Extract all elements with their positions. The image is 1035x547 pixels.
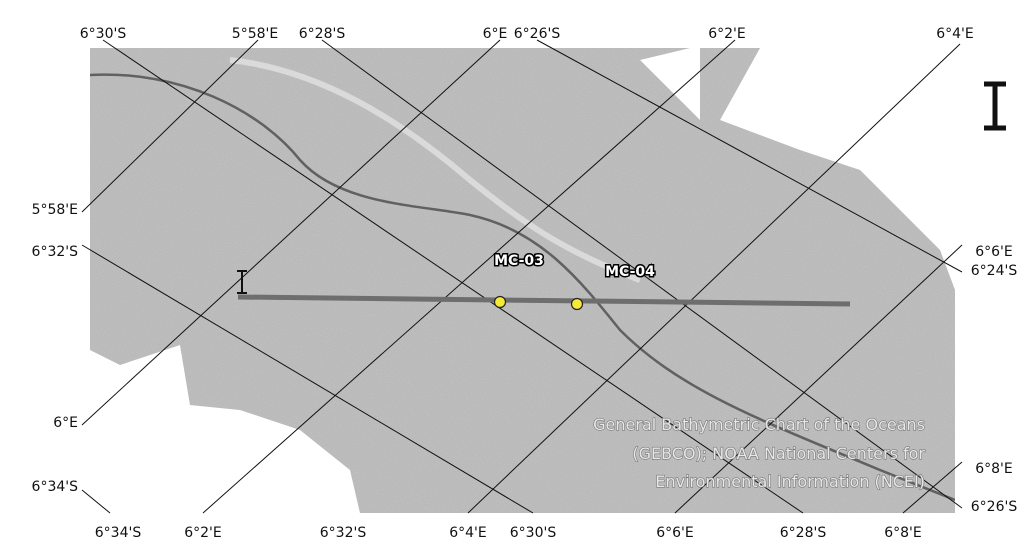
attribution: Environmental Information (NCEI)	[655, 472, 925, 491]
coordinate-label: 6°4'E	[449, 525, 487, 541]
site-marker	[495, 297, 506, 308]
coordinate-label: 6°30'S	[510, 525, 557, 541]
attribution: (GEBCO); NOAA National Centers for	[632, 444, 925, 463]
coordinate-label: 6°4'E	[936, 26, 974, 42]
coordinate-label: 6°24'S	[971, 263, 1018, 279]
site-label: MC-04	[605, 264, 655, 280]
coordinate-label: 6°34'S	[95, 525, 142, 541]
attribution: General Bathymetric Chart of the Oceans	[593, 415, 925, 434]
coordinate-label: 6°28'S	[780, 525, 827, 541]
site-label: MC-03	[494, 253, 544, 269]
coordinate-label: 6°2'E	[708, 26, 746, 42]
coordinate-label: 6°6'E	[975, 244, 1013, 260]
coordinate-label: 6°34'S	[32, 479, 79, 495]
coordinate-label: 6°8'E	[884, 525, 922, 541]
coordinate-label: 6°32'S	[320, 525, 367, 541]
coordinate-label: 6°28'S	[299, 26, 346, 42]
coordinate-label: 6°8'E	[975, 461, 1013, 477]
coordinate-label: 6°26'S	[971, 499, 1018, 515]
coordinate-label: 6°E	[483, 26, 508, 42]
coordinate-label: 6°30'S	[80, 26, 127, 42]
coordinate-label: 6°32'S	[32, 244, 79, 260]
coordinate-label: 6°E	[53, 415, 78, 431]
site-marker	[572, 299, 583, 310]
coordinate-label: 6°26'S	[514, 26, 561, 42]
map: MC-03 MC-04 General Bathymetric Chart of…	[0, 0, 1035, 547]
coordinate-label: 6°2'E	[184, 525, 222, 541]
scale-marker	[984, 84, 1006, 128]
coordinate-label: 6°6'E	[656, 525, 694, 541]
coordinate-label: 5°58'E	[32, 202, 78, 218]
coordinate-label: 5°58'E	[232, 26, 278, 42]
